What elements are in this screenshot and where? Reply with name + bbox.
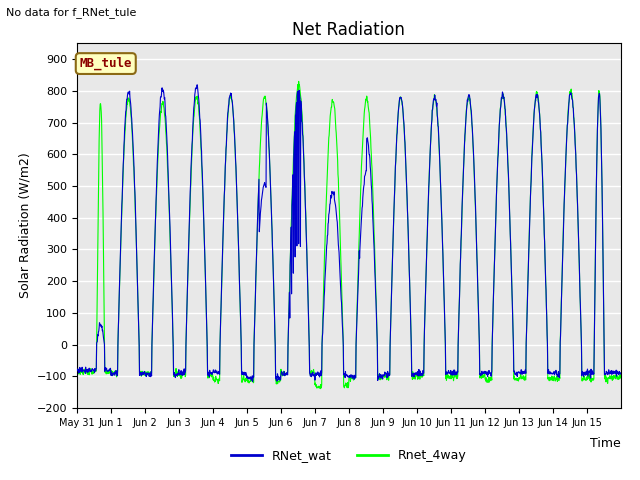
Rnet_4way: [477, 375, 485, 381]
RNet_wat: [158, 85, 166, 91]
RNet_wat: [557, 305, 565, 311]
Text: No data for f_RNet_tule: No data for f_RNet_tule: [6, 7, 137, 18]
RNet_wat: [73, 367, 81, 372]
Rnet_4way: [73, 366, 81, 372]
RNet_wat: [477, 370, 485, 375]
Text: MB_tule: MB_tule: [79, 57, 132, 70]
Legend: RNet_wat, Rnet_4way: RNet_wat, Rnet_4way: [226, 444, 472, 468]
Rnet_4way: [617, 371, 625, 377]
Text: Time: Time: [590, 437, 621, 450]
Rnet_4way: [316, 386, 324, 392]
Rnet_4way: [295, 79, 303, 84]
Rnet_4way: [325, 135, 333, 141]
Rnet_4way: [335, 198, 343, 204]
Line: Rnet_4way: Rnet_4way: [77, 82, 621, 389]
RNet_wat: [325, 212, 333, 217]
RNet_wat: [249, 379, 257, 384]
Rnet_4way: [158, 101, 166, 107]
Y-axis label: Solar Radiation (W/m2): Solar Radiation (W/m2): [18, 153, 31, 299]
Rnet_4way: [557, 300, 565, 306]
Line: RNet_wat: RNet_wat: [77, 85, 621, 382]
RNet_wat: [193, 82, 201, 88]
Title: Net Radiation: Net Radiation: [292, 21, 405, 39]
RNet_wat: [611, 369, 618, 374]
RNet_wat: [617, 370, 625, 376]
Rnet_4way: [611, 373, 618, 379]
RNet_wat: [335, 250, 343, 255]
